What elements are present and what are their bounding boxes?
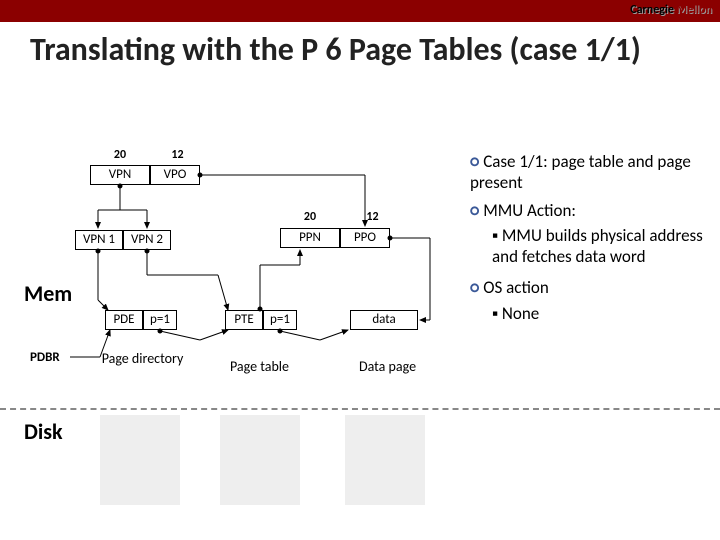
- ppn-bits: 20: [280, 210, 340, 224]
- ppo-box: PPO: [340, 228, 390, 248]
- brand: Carnegie Mellon: [630, 3, 712, 17]
- pt-caption: Page table: [217, 358, 302, 375]
- bullet-os-detail: None: [492, 303, 710, 324]
- header-bar: [0, 0, 720, 22]
- bullet-mmu-detail: MMU builds physical address and fetches …: [492, 225, 710, 268]
- disk-label: Disk: [24, 418, 63, 445]
- vpn-label: VPN: [109, 167, 131, 182]
- pde-label: PDE: [113, 312, 134, 327]
- dp-caption: Data page: [345, 358, 430, 375]
- pde-p-cell: p=1: [143, 310, 177, 330]
- ppo-bits: 12: [350, 210, 395, 224]
- data-cell: data: [350, 310, 418, 330]
- bullet-list: Case 1/1: page table and page present MM…: [470, 145, 710, 324]
- bullet-mmu: MMU Action:: [470, 200, 710, 221]
- brand-part1: Carnegie: [630, 3, 674, 17]
- vpn-box: VPN: [90, 165, 150, 185]
- bullet-os: OS action: [470, 277, 710, 298]
- ppn-label: PPN: [299, 230, 321, 245]
- pd-caption: Page directory: [100, 350, 185, 367]
- pte-p-cell: p=1: [263, 310, 297, 330]
- pte-p: p=1: [270, 312, 290, 327]
- mem-label: Mem: [24, 280, 72, 307]
- disk-slot-1: [100, 415, 180, 505]
- bullet-case: Case 1/1: page table and page present: [470, 151, 710, 194]
- pdbr-label: PDBR: [30, 350, 60, 365]
- ppo-label: PPO: [354, 230, 376, 245]
- brand-part2: Mellon: [677, 3, 712, 17]
- disk-slot-3: [345, 415, 425, 505]
- pte-cell: PTE: [225, 310, 263, 330]
- data-label: data: [372, 312, 395, 327]
- vpo-box: VPO: [150, 165, 200, 185]
- disk-slot-2: [220, 415, 300, 505]
- vpn2-label: VPN 2: [131, 232, 163, 247]
- vpn2-box: VPN 2: [123, 230, 171, 250]
- vpo-bits: 12: [155, 148, 200, 162]
- vpo-label: VPO: [164, 167, 187, 182]
- vpn1-box: VPN 1: [75, 230, 123, 250]
- pde-p: p=1: [150, 312, 170, 327]
- vpn1-label: VPN 1: [83, 232, 115, 247]
- vpn-bits: 20: [90, 148, 150, 162]
- page-title: Translating with the P 6 Page Tables (ca…: [30, 32, 641, 67]
- ppn-box: PPN: [280, 228, 340, 248]
- pte-label: PTE: [234, 312, 253, 327]
- pde-cell: PDE: [105, 310, 143, 330]
